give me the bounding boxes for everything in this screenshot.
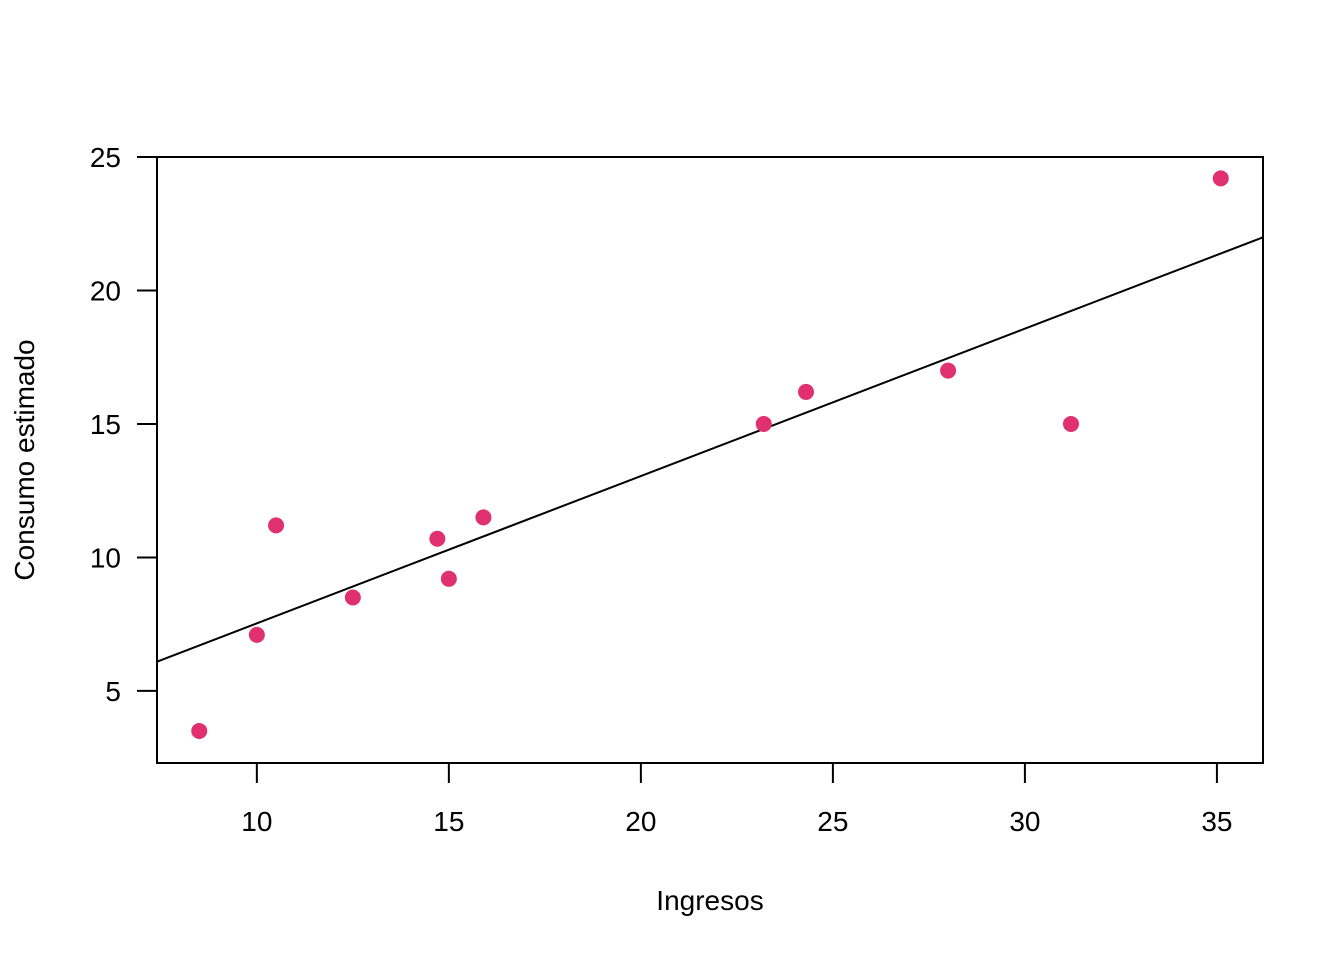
x-tick-label: 30 <box>1009 806 1040 837</box>
x-tick-label: 20 <box>625 806 656 837</box>
regression-line <box>156 236 1264 663</box>
data-point <box>1212 170 1229 187</box>
data-point <box>429 530 446 547</box>
data-point <box>940 362 957 379</box>
y-axis: 5 10 15 20 25 <box>90 142 158 707</box>
regression-line-group <box>156 236 1264 663</box>
x-tick-label: 35 <box>1201 806 1232 837</box>
y-axis-title: Consumo estimado <box>9 339 40 580</box>
x-tick-label: 10 <box>241 806 272 837</box>
x-axis: 10 15 20 25 30 35 <box>241 762 1232 837</box>
data-point <box>475 509 492 526</box>
y-tick-label: 10 <box>90 542 121 573</box>
data-point <box>1062 415 1079 432</box>
x-tick-label: 25 <box>817 806 848 837</box>
x-axis-title: Ingresos <box>656 885 763 916</box>
data-point <box>248 626 265 643</box>
y-tick-label: 25 <box>90 142 121 173</box>
data-point <box>268 517 285 534</box>
y-tick-label: 5 <box>105 676 121 707</box>
data-point <box>798 383 815 400</box>
y-tick-label: 15 <box>90 409 121 440</box>
data-point <box>191 722 208 739</box>
data-point <box>344 589 361 606</box>
x-tick-label: 15 <box>433 806 464 837</box>
data-point <box>440 570 457 587</box>
plot-frame <box>156 156 1264 764</box>
data-points <box>191 170 1229 739</box>
data-point <box>755 415 772 432</box>
y-tick-label: 20 <box>90 275 121 306</box>
